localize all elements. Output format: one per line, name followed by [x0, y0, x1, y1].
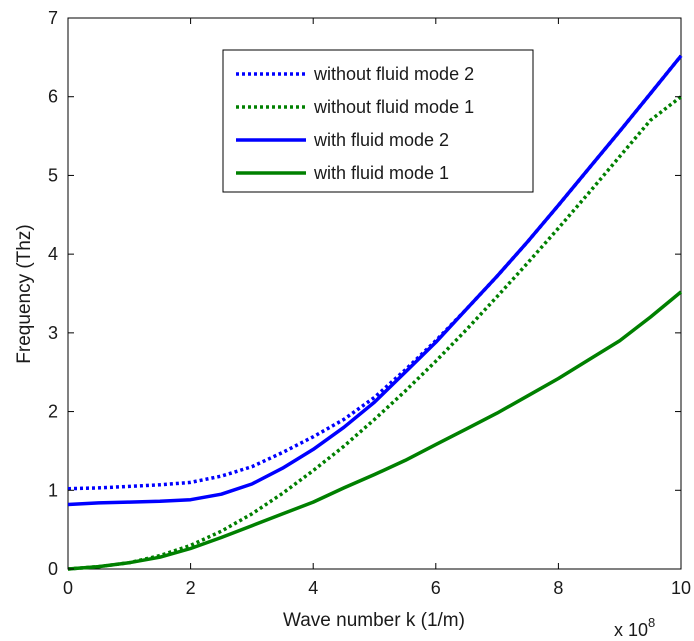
y-tick-label: 4	[48, 244, 58, 264]
series-layer	[67, 54, 683, 571]
series-line-4	[67, 290, 683, 571]
legend-label-2: without fluid mode 1	[313, 97, 474, 117]
y-axis-label: Frequency (Thz)	[14, 224, 35, 363]
x-tick-label: 8	[553, 578, 563, 598]
y-tick-label: 6	[48, 87, 58, 107]
y-tick-label: 7	[48, 8, 58, 28]
legend-label-3: with fluid mode 2	[313, 130, 449, 150]
legend: without fluid mode 2 without fluid mode 1…	[222, 49, 534, 193]
y-tick-label: 0	[48, 559, 58, 579]
legend-label-4: with fluid mode 1	[313, 163, 449, 183]
y-tick-label: 3	[48, 323, 58, 343]
x-axis-label: Wave number k (1/m)	[283, 610, 465, 631]
legend-label-1: without fluid mode 2	[313, 64, 474, 84]
y-tick-label: 2	[48, 402, 58, 422]
y-tick-label: 5	[48, 165, 58, 185]
ticks-layer: 0 2 4 6 8 10 0 1 2 3 4 5 6 7	[48, 8, 691, 598]
x-tick-label: 2	[186, 578, 196, 598]
x-tick-label: 6	[431, 578, 441, 598]
series-line-3	[67, 54, 683, 507]
y-tick-label: 1	[48, 480, 58, 500]
x-multiplier-label: x 108	[614, 615, 655, 640]
x-tick-label: 0	[63, 578, 73, 598]
x-tick-label: 10	[671, 578, 691, 598]
x-tick-label: 4	[308, 578, 318, 598]
series-line-2	[67, 95, 683, 571]
